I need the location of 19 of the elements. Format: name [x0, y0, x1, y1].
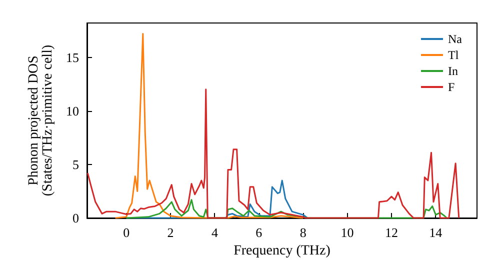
legend-label: Na: [448, 32, 463, 46]
x-tick-label: 4: [211, 225, 218, 240]
line-series: [114, 32, 304, 219]
x-axis-title: Frequency (THz): [234, 243, 331, 258]
y-tick-label: 10: [66, 103, 79, 118]
y-tick-label: 0: [72, 210, 79, 226]
x-tick-label: 12: [384, 225, 398, 240]
y-tick-label: 15: [66, 50, 79, 65]
y-tick-label: 5: [72, 156, 79, 172]
x-tick-label: 14: [429, 225, 443, 240]
x-tick-label: 0: [123, 225, 130, 240]
x-tick-label: 10: [340, 225, 354, 240]
x-tick-label: 6: [256, 225, 263, 240]
legend-label: In: [448, 64, 458, 78]
legend-label: Tl: [448, 48, 460, 62]
x-tick-label: 8: [300, 225, 306, 240]
x-tick-label: 2: [167, 225, 174, 240]
legend-label: F: [448, 80, 456, 94]
y-axis-title: Phonon projected DOS (States/THz·primitive cell): [26, 44, 56, 196]
